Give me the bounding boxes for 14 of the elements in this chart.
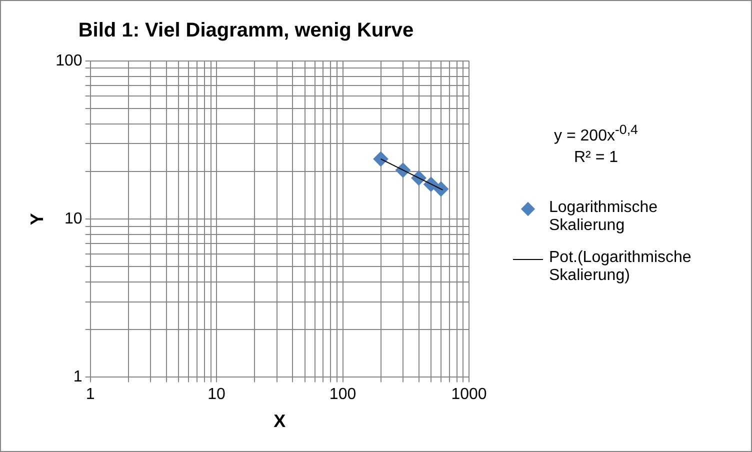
x-tick-label: 100 bbox=[329, 386, 356, 404]
x-tick-label: 1000 bbox=[451, 386, 487, 404]
text: y = 200x$^{-0,4}$ bbox=[553, 121, 639, 146]
legend-label: Logarithmische Skalierung bbox=[549, 199, 658, 235]
x-axis-title: X bbox=[274, 411, 286, 432]
y-tick-label: 100 bbox=[56, 52, 82, 70]
y-tick-label: 10 bbox=[64, 210, 82, 228]
y-tick-label: 1 bbox=[73, 368, 82, 386]
x-tick-label: 10 bbox=[208, 386, 226, 404]
text: R² = 1 bbox=[572, 148, 619, 168]
legend-label: Pot.(Logarithmische Skalierung) bbox=[549, 249, 692, 285]
x-tick-label: 1 bbox=[86, 386, 95, 404]
chart-title: Bild 1: Viel Diagramm, wenig Kurve bbox=[78, 20, 414, 42]
y-axis-title: Y bbox=[26, 213, 47, 226]
